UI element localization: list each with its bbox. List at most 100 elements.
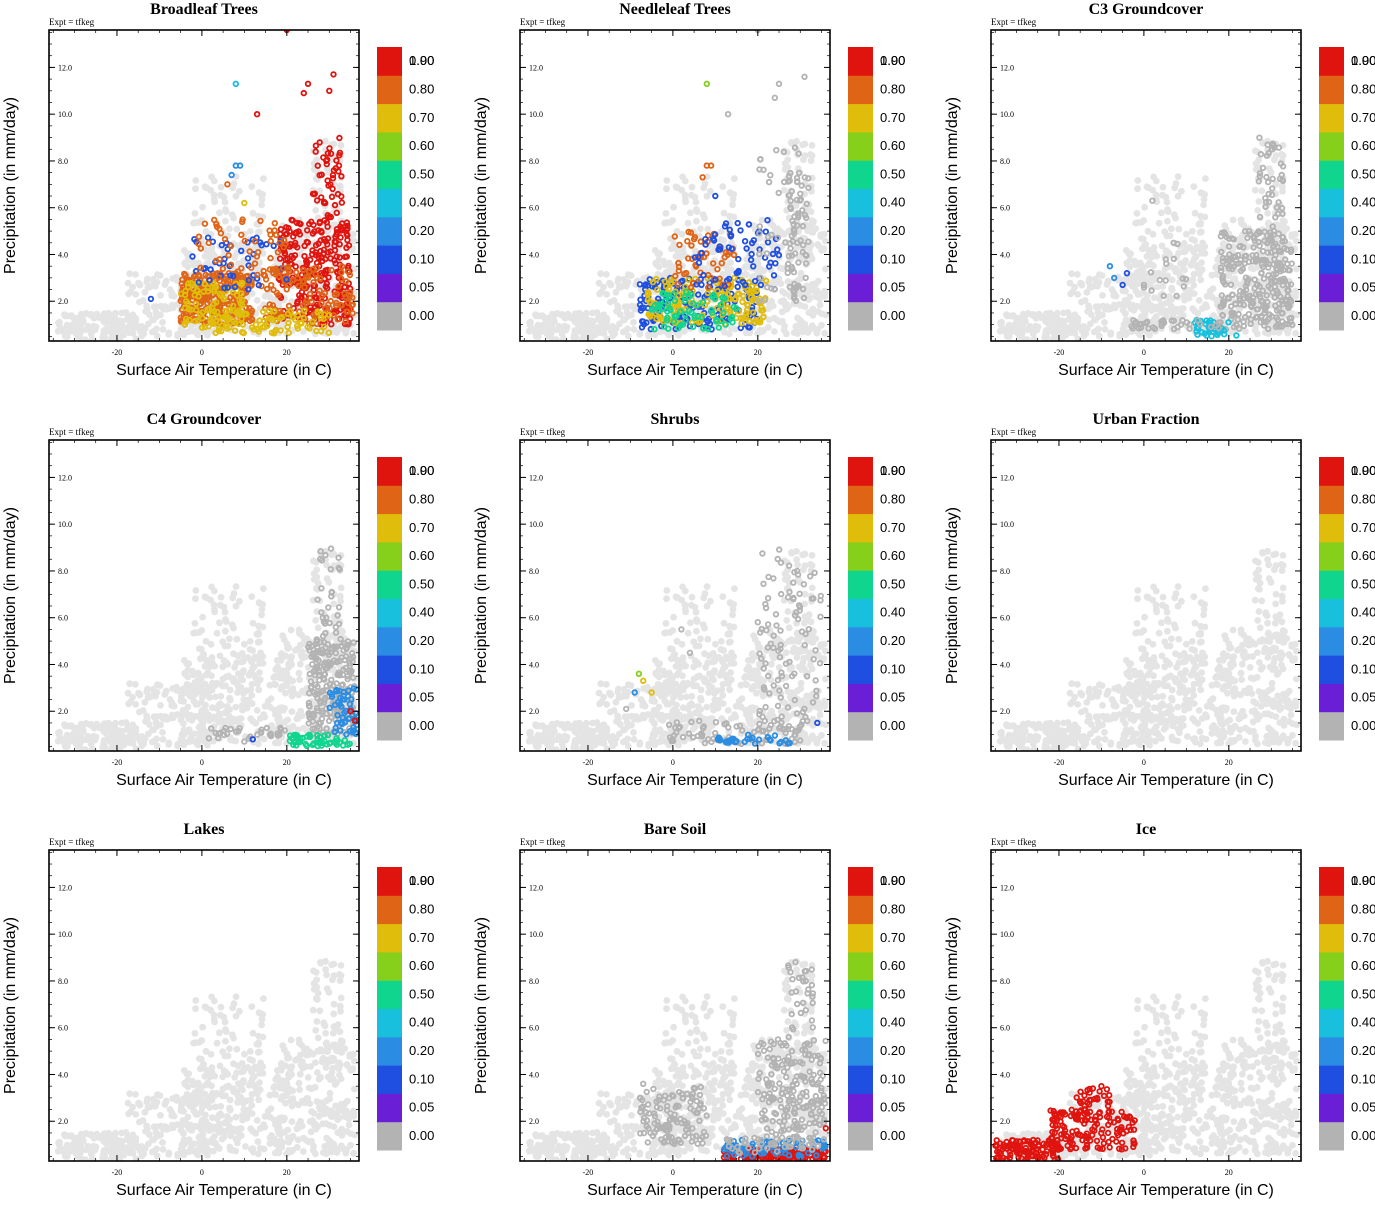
data-point — [673, 234, 678, 239]
data-point — [777, 82, 782, 87]
bg-point — [663, 177, 670, 184]
data-point — [788, 246, 793, 251]
bg-point — [822, 311, 829, 318]
bg-point — [247, 228, 254, 235]
bg-point — [743, 271, 750, 278]
bg-point — [104, 326, 111, 333]
bg-point — [800, 156, 807, 163]
data-point — [703, 237, 708, 242]
bg-point — [1021, 315, 1028, 322]
data-point — [284, 287, 289, 292]
colorbar-swatch — [1319, 47, 1344, 76]
bg-point — [159, 319, 166, 326]
bg-point — [1198, 259, 1205, 266]
bg-point — [110, 730, 117, 737]
bg-point — [109, 743, 116, 750]
bg-point — [65, 323, 72, 330]
bg-point — [165, 741, 172, 748]
data-point — [340, 200, 345, 205]
bg-point — [727, 259, 734, 266]
bg-point — [818, 247, 825, 254]
colorbar-swatch — [1319, 189, 1344, 218]
bg-point — [1046, 326, 1053, 333]
data-point — [268, 256, 273, 261]
bg-point — [1000, 326, 1007, 333]
colorbar-swatch — [377, 47, 402, 76]
bg-point — [218, 184, 225, 191]
bg-point — [256, 190, 263, 197]
colorbar-label: 0.80 — [1351, 81, 1375, 96]
bg-point — [998, 319, 1005, 326]
bg-point — [1145, 262, 1152, 269]
data-point — [269, 239, 274, 244]
data-point — [261, 309, 266, 314]
bg-point — [580, 333, 587, 340]
bg-point — [86, 721, 93, 728]
data-point — [338, 235, 343, 240]
bg-point — [1092, 276, 1099, 283]
data-point — [685, 239, 690, 244]
x-tick-label: 0 — [200, 348, 204, 357]
bg-point — [254, 297, 261, 304]
bg-point — [79, 725, 86, 732]
bg-point — [1100, 303, 1107, 310]
bg-point — [620, 329, 627, 336]
bg-point — [1209, 294, 1216, 301]
bg-point — [82, 746, 89, 753]
bg-point — [1140, 273, 1147, 280]
data-point — [149, 297, 154, 302]
data-point — [1281, 164, 1286, 169]
bg-point — [1150, 231, 1157, 238]
bg-point — [1202, 250, 1209, 257]
bg-point — [1173, 180, 1180, 187]
data-point — [1270, 177, 1275, 182]
bg-point — [1120, 287, 1127, 294]
data-point — [709, 163, 714, 168]
data-point — [1288, 320, 1293, 325]
bg-point — [700, 211, 707, 218]
y-axis-label: Precipitation (in mm/day) — [473, 97, 490, 274]
data-point — [686, 278, 691, 283]
bg-point — [1105, 278, 1112, 285]
bg-point — [138, 743, 145, 750]
bg-point — [1074, 291, 1081, 298]
data-point — [212, 218, 217, 223]
bg-point — [809, 220, 816, 227]
bg-point — [56, 729, 63, 736]
y-tick-label: 8.0 — [529, 157, 539, 166]
bg-point — [1072, 330, 1079, 337]
bg-point — [1010, 312, 1017, 319]
bg-point — [783, 330, 790, 337]
bg-point — [189, 327, 196, 334]
bg-point — [153, 313, 160, 320]
data-point — [782, 180, 787, 185]
bg-point — [64, 743, 71, 750]
bg-point — [129, 284, 136, 291]
data-point — [1229, 282, 1234, 287]
colorbar-label: 0.70 — [409, 110, 434, 125]
bg-point — [1280, 220, 1287, 227]
bg-point — [815, 241, 822, 248]
bg-point — [802, 303, 809, 310]
bg-point — [138, 333, 145, 340]
bg-point — [771, 328, 778, 335]
bg-point — [791, 329, 798, 336]
data-point — [1244, 254, 1249, 259]
colorbar-swatch — [848, 104, 873, 133]
bg-point — [774, 225, 781, 232]
bg-point — [231, 254, 238, 261]
expt-label: Expt = tfkeg — [991, 17, 1037, 27]
y-tick-label: 4.0 — [1000, 250, 1010, 259]
bg-point — [160, 736, 167, 743]
chart-title: C4 Groundcover — [147, 411, 262, 428]
bg-point — [1136, 268, 1143, 275]
bg-point — [1141, 204, 1148, 211]
bg-point — [693, 218, 700, 225]
data-point — [1254, 253, 1259, 258]
bg-point — [1080, 323, 1087, 330]
bg-point — [76, 743, 83, 750]
expt-label: Expt = tfkeg — [49, 427, 95, 437]
bg-point — [809, 256, 816, 263]
bg-point — [779, 308, 786, 315]
